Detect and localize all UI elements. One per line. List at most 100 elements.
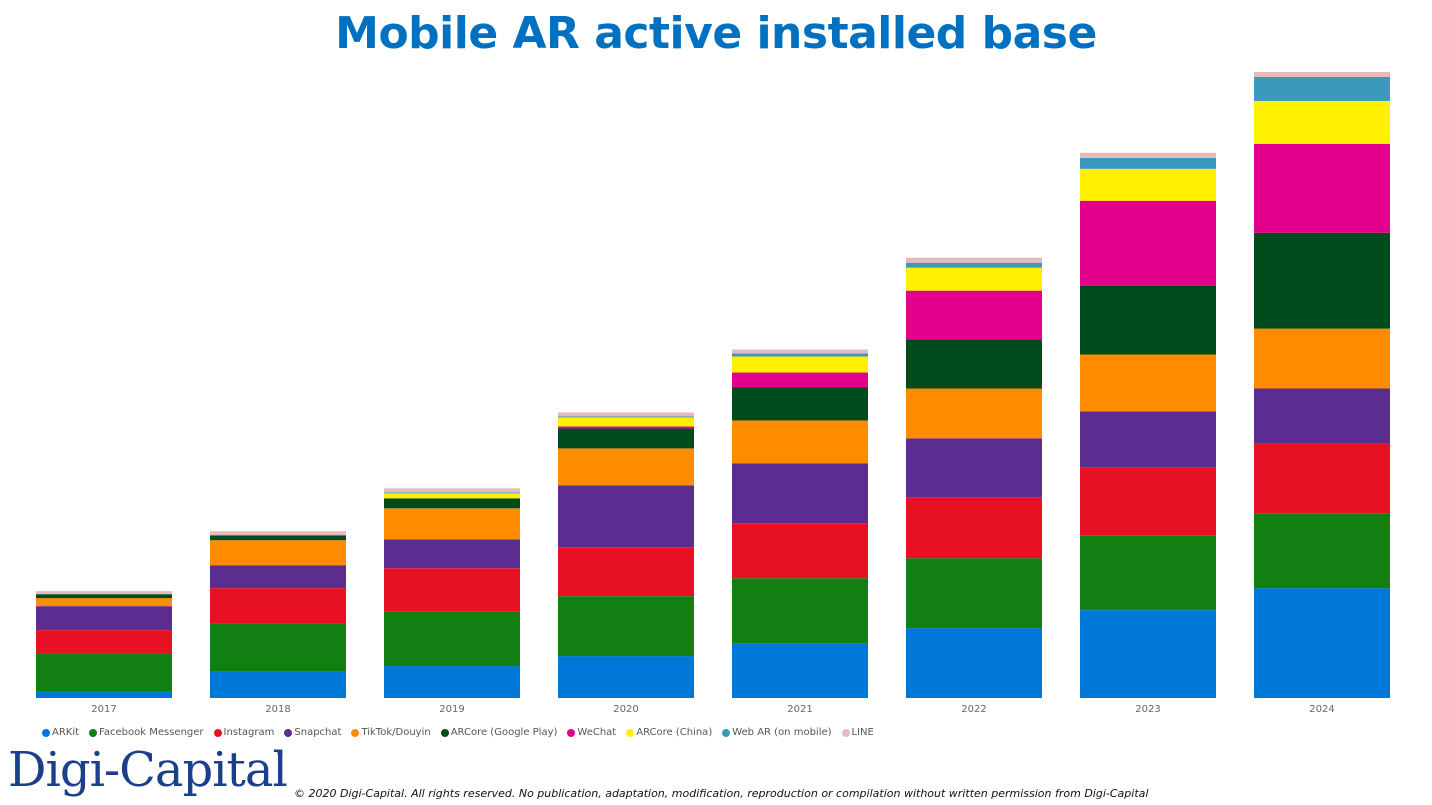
legend-swatch: [567, 728, 576, 737]
bar-segment-2024-0: [1254, 588, 1390, 698]
bar-segment-2020-8: [558, 416, 694, 418]
stacked-bar-chart: 2017 2018 2019 2020 2021 2022 2023 2024: [36, 72, 1390, 715]
legend-item: TikTok/Douyin: [351, 727, 431, 738]
bar-segment-2018-9: [210, 531, 346, 536]
bar-segment-2020-7: [558, 417, 694, 427]
bar-segment-2023-4: [1080, 354, 1216, 412]
bar-segment-2019-3: [384, 539, 520, 569]
bar-segment-2021-7: [732, 356, 868, 373]
legend-swatch: [626, 728, 635, 737]
legend-swatch: [351, 728, 360, 737]
bar-segment-2022-0: [906, 628, 1042, 698]
bar-segment-2022-1: [906, 558, 1042, 629]
bar-segment-2021-4: [732, 420, 868, 464]
bar-segment-2021-2: [732, 523, 868, 579]
logo-trademark: ™: [276, 752, 283, 759]
legend-label: WeChat: [577, 727, 617, 738]
legend-item: WeChat: [567, 727, 616, 738]
bar-segment-2022-8: [906, 262, 1042, 268]
bar-segment-2019-7: [384, 493, 520, 499]
legend-label: ARCore (Google Play): [450, 727, 558, 738]
legend-item: Snapchat: [284, 727, 341, 738]
legend-label: ARCore (China): [636, 727, 713, 738]
bar-segment-2020-3: [558, 485, 694, 548]
bar-segment-2020-9: [558, 412, 694, 417]
bar-segment-2024-2: [1254, 443, 1390, 514]
bar-segment-2022-7: [906, 267, 1042, 291]
bar-segment-2024-3: [1254, 388, 1390, 444]
legend-item: LINE: [841, 727, 874, 738]
bar-segment-2017-4: [36, 598, 172, 607]
bar-segment-2024-5: [1254, 232, 1390, 329]
bar-segment-2019-1: [384, 611, 520, 667]
bar-segment-2022-6: [906, 290, 1042, 340]
x-tick-label: 2018: [265, 704, 290, 715]
bar-segment-2017-5: [36, 594, 172, 599]
bar-segment-2017-0: [36, 691, 172, 698]
legend-item: ARKit: [42, 727, 79, 738]
bar-segment-2023-1: [1080, 535, 1216, 611]
legend-swatch: [841, 728, 850, 737]
bar-segment-2020-6: [558, 426, 694, 429]
chart-title: Mobile AR active installed base: [335, 8, 1097, 59]
x-tick-label: 2020: [613, 704, 638, 715]
legend-label: Snapchat: [294, 727, 342, 738]
legend-item: ARCore (China): [626, 727, 712, 738]
bar-segment-2020-2: [558, 547, 694, 597]
bar-segment-2023-7: [1080, 168, 1216, 201]
bar-segment-2021-5: [732, 387, 868, 421]
bar-segment-2018-2: [210, 588, 346, 624]
bar-segment-2024-4: [1254, 328, 1390, 389]
bar-segment-2017-3: [36, 606, 172, 631]
bar-segment-2024-1: [1254, 513, 1390, 589]
bar-segment-2023-5: [1080, 285, 1216, 355]
bar-segment-2023-0: [1080, 610, 1216, 698]
bar-segment-2018-1: [210, 623, 346, 672]
legend-label: LINE: [851, 727, 874, 738]
legend-label: TikTok/Douyin: [361, 727, 431, 738]
bar-segment-2019-0: [384, 666, 520, 698]
legend-item: Instagram: [213, 727, 275, 738]
bar-segment-2023-2: [1080, 467, 1216, 536]
legend-item: ARCore (Google Play): [440, 727, 558, 738]
chart-legend: ARKit Facebook Messenger Instagram Snapchat…: [42, 727, 874, 738]
bar-segment-2023-9: [1080, 152, 1216, 158]
legend-swatch: [213, 728, 222, 737]
x-tick-label: 2017: [91, 704, 116, 715]
legend-label: Instagram: [223, 727, 275, 738]
legend-label: ARKit: [52, 727, 80, 738]
legend-swatch: [440, 728, 449, 737]
bar-segment-2022-4: [906, 388, 1042, 439]
bar-segment-2022-5: [906, 339, 1042, 389]
bar-segment-2020-4: [558, 448, 694, 486]
bar-segment-2024-6: [1254, 143, 1390, 233]
bar-segment-2018-3: [210, 565, 346, 589]
bar-segment-2019-2: [384, 568, 520, 612]
bar-segment-2023-6: [1080, 200, 1216, 286]
bar-segment-2021-3: [732, 463, 868, 524]
legend-item: Facebook Messenger: [89, 727, 204, 738]
bar-segment-2023-8: [1080, 157, 1216, 169]
bar-segment-2021-0: [732, 643, 868, 698]
legend-swatch: [284, 728, 293, 737]
x-tick-label: 2021: [787, 704, 812, 715]
bar-segment-2024-7: [1254, 100, 1390, 144]
bar-segment-2020-1: [558, 596, 694, 657]
bar-segment-2018-4: [210, 540, 346, 566]
legend-label: Facebook Messenger: [99, 727, 204, 738]
bar-segment-2020-5: [558, 428, 694, 449]
bar-segment-2021-9: [732, 349, 868, 354]
x-tick-label: 2023: [1135, 704, 1160, 715]
bar-segment-2024-8: [1254, 76, 1390, 101]
bar-segment-2023-3: [1080, 411, 1216, 468]
bar-segment-2021-6: [732, 372, 868, 388]
bar-segment-2022-2: [906, 497, 1042, 559]
bar-segment-2018-5: [210, 535, 346, 541]
x-tick-label: 2024: [1309, 704, 1334, 715]
bar-segment-2017-9: [36, 591, 172, 595]
legend-swatch: [42, 728, 50, 737]
bar-segment-2021-1: [732, 578, 868, 644]
x-tick-label: 2022: [961, 704, 986, 715]
bar-segment-2017-1: [36, 653, 172, 692]
legend-item: Web AR (on mobile): [722, 727, 832, 738]
